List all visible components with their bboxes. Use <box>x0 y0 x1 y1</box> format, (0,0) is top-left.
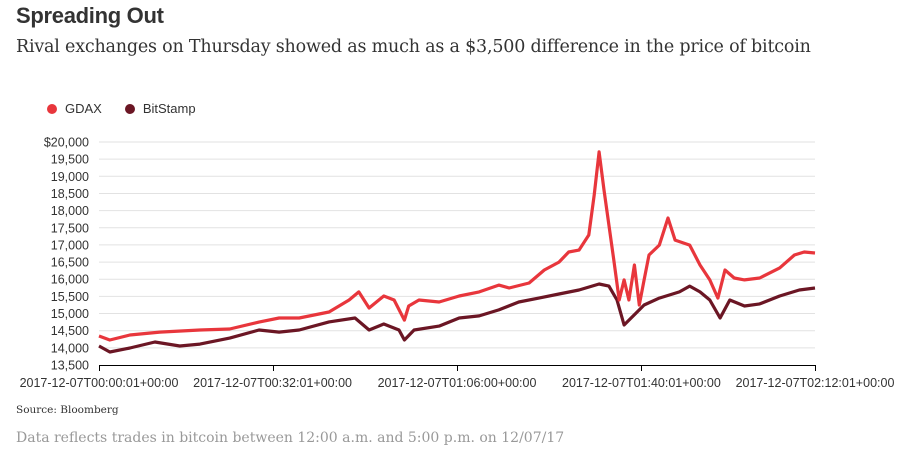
y-tick-label: 14,000 <box>51 341 89 355</box>
y-tick-label: 17,000 <box>51 238 89 252</box>
line-chart: 13,500 14,000 14,500 15,000 15,500 16,000 16,5… <box>20 136 895 391</box>
legend-label: BitStamp <box>142 101 196 116</box>
legend-item-gdax: GDAX <box>47 101 102 116</box>
footnote: Data reflects trades in bitcoin between … <box>16 430 565 446</box>
chart-title: Spreading Out <box>16 3 164 28</box>
chart-subtitle: Rival exchanges on Thursday showed as mu… <box>16 37 811 57</box>
y-tick-label: 18,000 <box>51 204 89 218</box>
source-note: Source: Bloomberg <box>16 404 119 416</box>
y-tick-label: 18,500 <box>51 187 89 201</box>
x-tick-label: 2017-12-07T01:06:00+00:00 <box>378 376 537 390</box>
y-tick-label: 15,000 <box>51 307 89 321</box>
gridlines <box>99 141 815 349</box>
y-tick-label: 16,000 <box>51 273 89 287</box>
series-line-bitstamp <box>98 282 816 354</box>
x-tick-label: 2017-12-07T00:00:01+00:00 <box>20 376 179 390</box>
x-tick-label: 2017-12-07T00:32:01+00:00 <box>193 376 352 390</box>
x-axis: 2017-12-07T00:00:01+00:00 2017-12-07T00:3… <box>20 365 895 390</box>
y-tick-label: 13,500 <box>51 359 89 373</box>
legend: GDAX BitStamp <box>47 101 219 116</box>
x-tick-label: 2017-12-07T01:40:01+00:00 <box>562 376 721 390</box>
y-tick-label: 17,500 <box>51 221 89 235</box>
series-line-gdax <box>98 150 816 342</box>
legend-dot-icon <box>47 103 57 114</box>
y-tick-label: 14,500 <box>51 324 89 338</box>
legend-item-bitstamp: BitStamp <box>124 101 196 116</box>
y-axis-ticks: 13,500 14,000 14,500 15,000 15,500 16,000 16,5… <box>44 136 89 373</box>
y-tick-label: 16,500 <box>51 256 89 270</box>
x-tick-label: 2017-12-07T02:12:01+00:00 <box>736 376 895 390</box>
legend-label: GDAX <box>65 101 102 116</box>
y-tick-label: 15,500 <box>51 290 89 304</box>
y-tick-label: 19,500 <box>51 153 89 167</box>
legend-dot-icon <box>124 103 135 114</box>
y-tick-label: $20,000 <box>44 136 89 150</box>
y-tick-label: 19,000 <box>51 170 89 184</box>
series-lines <box>98 150 816 354</box>
